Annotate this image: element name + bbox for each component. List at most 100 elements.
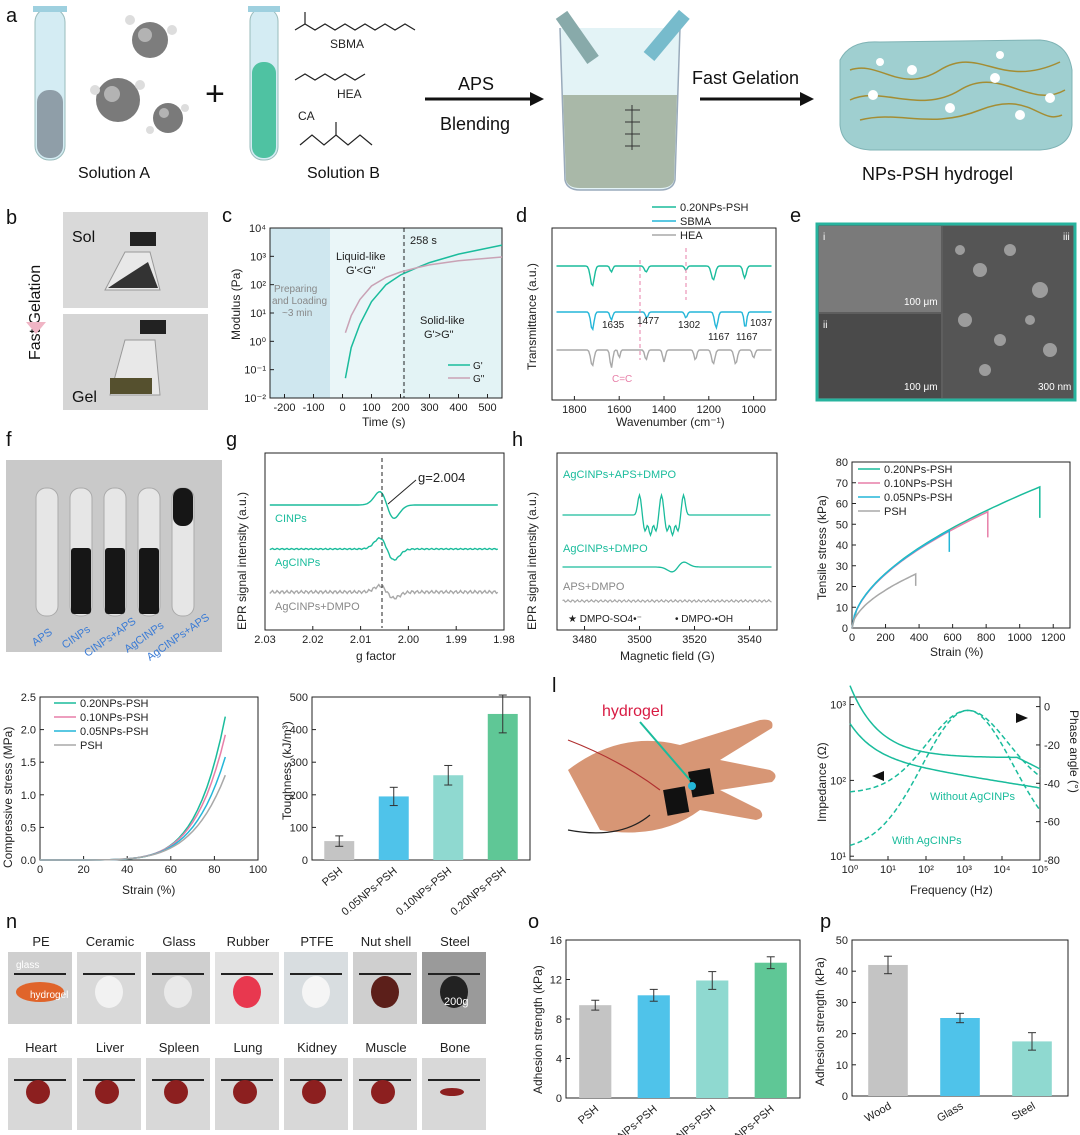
m-y2tick-label: 0 [1044,702,1050,714]
o-plot-category-label: 0.05NPs-PSH [600,1103,660,1135]
aps-label: APS [458,74,494,94]
p-ylabel: Adhesion strength (kPa) [813,957,827,1086]
tissue-object [164,1080,188,1104]
peak-1477: 1477 [637,316,660,327]
c-series-g-prime [344,244,503,379]
panel-d: d 1800 1600 1400 1200 1000 1635 1477 1302 11… [516,202,777,429]
h-ylabel: EPR signal intensity (a.u.) [525,492,539,630]
substrate-object [371,976,399,1008]
h-key-1: ★ DMPO-SO4•⁻ [568,614,642,625]
vial-0 [35,487,59,617]
g-factor-label: g=2.004 [418,470,465,485]
photo-title: PTFE [300,934,334,949]
h-xlabel: Magnetic field (G) [620,649,715,663]
m-ylabel: Impedance (Ω) [815,742,829,822]
c-ylabel: Modulus (Pa) [229,269,243,340]
sem-sub-ii: ii [823,320,827,331]
panel-label-c: c [222,205,232,227]
g-series-2 [269,536,498,561]
p-plot-ytick-label: 40 [836,966,848,978]
panel-label-d: d [516,205,527,227]
d-xtick-label: 1800 [562,404,586,416]
g-series-3 [269,583,499,600]
photo-title: Rubber [227,934,270,949]
g-series-1 [269,490,498,520]
hydrogel-block-icon [839,39,1073,151]
c-xtick-label: 500 [478,402,496,414]
panel-label-e: e [790,205,801,227]
legend-g-prime: G' [473,361,483,372]
m-y2tick-label: -20 [1044,740,1060,752]
region-2-line-2: G'<G" [346,265,376,277]
c-xtick-label: 200 [391,402,409,414]
i-series-2 [851,529,951,629]
i-xtick-label: 800 [977,632,995,644]
j-series-3 [40,774,226,861]
i-ytick-label: 60 [836,499,848,511]
panel-o: o 0 4 8 12 16 PSH0.05NPs-PSH0.10NPs-PSH0.20NP… [528,911,801,1135]
i-ytick-label: 70 [836,478,848,490]
plot-d: 1800 1600 1400 1200 1000 [556,265,772,416]
k-plot-category-label: PSH [320,865,345,889]
d-ylabel: Transmittance (a.u.) [525,263,539,370]
d-xlabel: Wavenumber (cm⁻¹) [616,415,725,429]
h-xtick-label: 3520 [682,634,706,646]
j-legend-label: 0.10NPs-PSH [80,712,149,724]
legend-g-double: G" [473,374,485,385]
m-xtick-label: 10² [918,864,934,876]
c-xtick-label: 300 [420,402,438,414]
h-trace-1: AgCINPs+APS+DMPO [563,469,677,481]
i-ytick-label: 50 [836,519,848,531]
photo-title: Ceramic [86,934,135,949]
axes-g [264,452,505,631]
p-plot-bar [940,1018,980,1096]
k-plot-category-label: 0.10NPs-PSH [394,865,454,918]
region-1-line-3: ~3 min [282,308,312,319]
panel-p: p 0 10 20 30 40 50 Wood Glass Steel Adhesion str… [813,911,1069,1125]
panel-label-h: h [512,429,523,451]
m-impedance-with [849,723,1041,789]
panel-k: 0 100 200 300 400 500 PSH0.05NPs-PSH0.10NPs-PS… [280,692,531,918]
tube-b-icon [248,6,280,161]
m-annot-2: With AgCINPs [892,835,962,847]
panel-h: h 3480 3500 3520 3540 AgCINPs+APS+DMPO AgCI… [512,429,778,663]
sem-scale-iii: 300 nm [1038,382,1071,393]
photo-title: Glass [162,934,196,949]
o-plot-ytick-label: 8 [556,1014,562,1026]
j-legend-label: PSH [80,740,103,752]
hea-label: HEA [337,87,362,101]
arrow-down-icon [26,322,46,334]
photo-title: Lung [234,1040,263,1055]
i-xtick-label: 1200 [1041,632,1065,644]
c-xtick-label: 100 [362,402,380,414]
h-key-2: • DMPO-•OH [675,614,733,625]
g-trace-1: CINPs [275,513,307,525]
photo-title: Kidney [297,1040,337,1055]
h-trace-2: AgCINPs+DMPO [563,543,648,555]
g-factor-pointer [387,479,417,505]
o-plot-bar [637,995,670,1098]
o-plot-bar [696,980,729,1098]
marker-258: 258 s [410,235,437,247]
tissue-object [440,1088,464,1096]
panel-j: 0 20 40 60 80 100 0.0 0.5 1.0 1.5 2.0 2.5 0.20NPs-PS… [1,692,267,897]
m-xtick-label: 10³ [956,864,972,876]
substrate-object [95,976,123,1008]
region-2-line-1: Liquid-like [336,251,386,263]
j-ytick-label: 1.5 [21,757,36,769]
o-plot-bar [579,1005,612,1098]
h-xtick-label: 3480 [572,634,596,646]
m-phase-with [849,709,1041,847]
k-plot-axes [311,696,531,861]
k-plot-ytick-label: 500 [290,692,308,704]
j-ytick-label: 0.0 [21,855,36,867]
h-xtick-label: 3500 [627,634,651,646]
p-plot-category-label: Steel [1010,1100,1038,1123]
m-ytick-label: 10³ [830,700,846,712]
tube-a-icon [33,6,67,161]
tissue-object [302,1080,326,1104]
axes-h [556,452,778,631]
substrate-object [302,976,330,1008]
